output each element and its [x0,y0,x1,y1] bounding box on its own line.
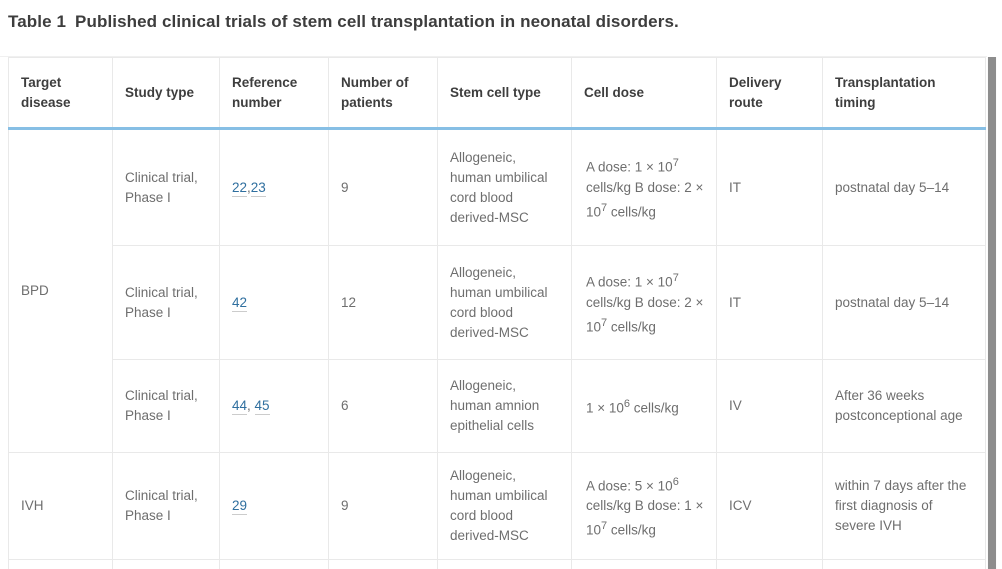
dose-exponent: 7 [601,316,608,329]
cell-dose-cell: A dose: 1 × 107 cells/kg B dose: 2 × 107… [571,245,717,360]
study-type-cell: Clinical trial, Phase I [112,245,220,360]
reference-link[interactable]: 42 [232,294,248,312]
cell-dose-cell: 1 × 106 cells/kg [571,359,717,453]
col-header-study-type: Study type [112,57,220,130]
reference-link[interactable]: 44 [232,398,248,415]
stem-cell-type-cell: Allogeneic, human amnion epithelial cell… [437,359,572,453]
col-header-number-of-patients: Number of patients [328,57,438,130]
table-row-clipped [8,559,986,569]
table-caption-text: Published clinical trials of stem cell t… [75,12,679,31]
target-disease-cell: BPD [8,128,113,453]
dose-text: cells/kg [607,522,656,538]
target-disease-cell: IVH [8,452,113,560]
table-caption-label: Table 1 [8,12,67,31]
patients-cell: 6 [328,359,438,453]
dose-text: cells/kg [607,319,656,334]
dose-exponent: 6 [623,397,631,410]
cell-dose-cell: A dose: 5 × 106 cells/kg B dose: 1 × 107… [571,452,717,560]
delivery-route-cell: IT [716,128,823,246]
dose-text: A dose: 1 × 10 [586,159,673,175]
col-header-transplantation-timing: Transplantation timing [822,57,986,130]
study-type-cell: Clinical trial, Phase I [112,452,220,560]
dose-exponent: 7 [672,272,679,284]
reference-cell: 44, 45 [219,359,329,453]
dose-exponent: 7 [601,201,608,214]
reference-link[interactable]: 22 [232,179,248,197]
scrollbar-thumb[interactable] [988,57,996,569]
clinical-trials-table: Target disease Study type Reference numb… [8,57,986,569]
col-header-cell-dose: Cell dose [571,57,717,130]
timing-cell: postnatal day 5–14 [822,245,986,360]
delivery-route-cell: IV [716,359,823,453]
dose-text: cells/kg [630,400,679,416]
reference-link[interactable]: 45 [254,398,270,415]
timing-cell: postnatal day 5–14 [822,128,986,246]
delivery-route-cell: ICV [716,452,823,560]
header-row: Target disease Study type Reference numb… [8,57,986,130]
col-header-delivery-route: Delivery route [716,57,823,130]
stem-cell-type-cell: Allogeneic, human umbilical cord blood d… [437,452,572,560]
timing-cell: After 36 weeks postconceptional age [822,359,986,453]
dose-text: cells/kg B dose: 2 × 10 [586,179,704,220]
table-row: BPD Clinical trial, Phase I 22,23 9 Allo… [8,128,986,453]
reference-link[interactable]: 23 [250,179,266,197]
stem-cell-type-cell: Allogeneic, human umbilical cord blood d… [437,245,572,360]
col-header-stem-cell-type: Stem cell type [437,57,572,130]
table-scroll-area: Target disease Study type Reference numb… [0,56,987,569]
patients-cell: 9 [328,452,438,560]
dose-text: 1 × 10 [586,400,624,416]
dose-text: cells/kg [607,204,656,219]
study-type-cell: Clinical trial, Phase I [112,128,220,246]
table-row: Clinical trial, Phase I 42 12 Allogeneic… [9,245,986,360]
table-caption: Table 1 Published clinical trials of stem… [8,12,679,32]
dose-text: cells/kg B dose: 1 × 10 [586,498,704,538]
dose-exponent: 6 [672,475,679,488]
reference-separator: , [247,179,251,195]
dose-exponent: 7 [601,520,608,532]
patients-cell: 12 [328,245,438,360]
dose-text: A dose: 1 × 10 [586,274,673,290]
vertical-scrollbar[interactable] [987,57,997,569]
reference-separator: , [247,398,255,413]
col-header-reference-number: Reference number [219,57,329,130]
dose-text: A dose: 5 × 10 [586,478,673,493]
patients-cell: 9 [328,128,438,246]
timing-cell: within 7 days after the first diagnosis … [822,452,986,560]
dose-exponent: 7 [672,157,679,169]
cell-dose-cell: A dose: 1 × 107 cells/kg B dose: 2 × 107… [571,128,717,246]
dose-text: cells/kg B dose: 2 × 10 [586,294,704,335]
delivery-route-cell: IT [716,245,823,360]
reference-cell: 29 [219,452,329,560]
study-type-cell: Clinical trial, Phase I [112,359,220,453]
stem-cell-type-cell: Allogeneic, human umbilical cord blood d… [437,128,572,246]
reference-link[interactable]: 29 [232,498,248,515]
table-row: IVH Clinical trial, Phase I 29 9 Allogen… [8,452,986,560]
reference-cell: 42 [219,245,329,360]
reference-cell: 22,23 [219,128,329,246]
col-header-target-disease: Target disease [8,57,113,130]
table-row: Clinical trial, Phase I 44, 45 6 Allogen… [9,359,986,453]
